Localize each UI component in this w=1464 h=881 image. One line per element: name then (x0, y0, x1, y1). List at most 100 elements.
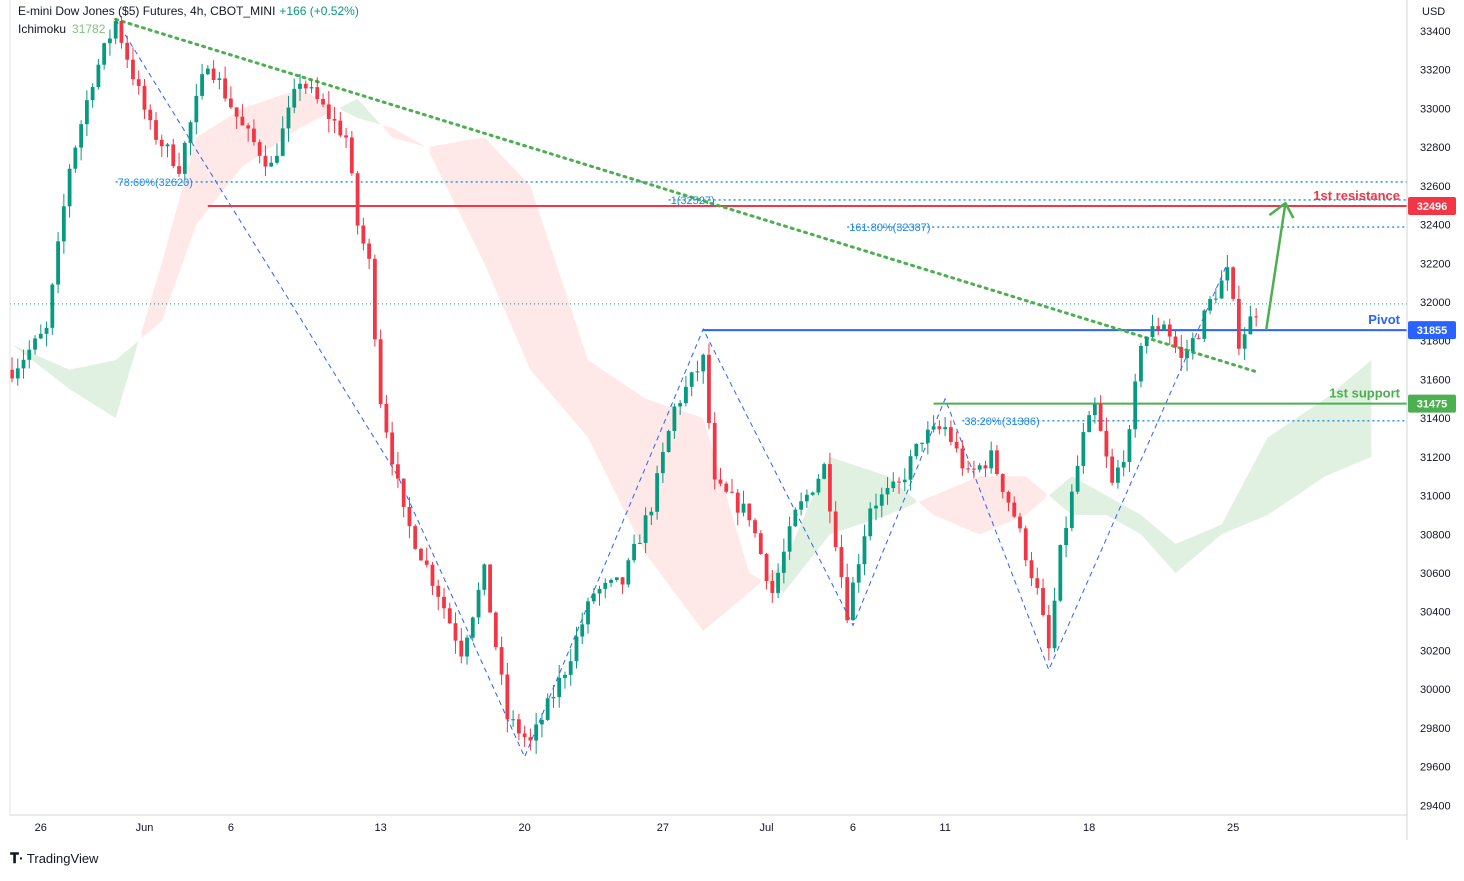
candle-body[interactable] (1213, 298, 1218, 300)
candle-body[interactable] (874, 505, 878, 509)
candle-body[interactable] (684, 386, 688, 404)
candle-body[interactable] (50, 284, 55, 328)
candle-body[interactable] (419, 548, 423, 561)
candle-body[interactable] (799, 501, 804, 510)
candle-body[interactable] (407, 506, 412, 527)
candle-body[interactable] (367, 243, 372, 259)
candle-body[interactable] (33, 338, 37, 350)
candle-body[interactable] (303, 83, 308, 89)
candle-body[interactable] (868, 508, 873, 537)
candle-body[interactable] (614, 577, 619, 580)
candle-body[interactable] (436, 585, 441, 597)
candle-body[interactable] (56, 241, 60, 285)
candle-body[interactable] (660, 452, 665, 474)
candle-body[interactable] (21, 359, 26, 369)
candle-body[interactable] (142, 85, 147, 110)
candle-body[interactable] (96, 64, 101, 88)
indicator-name[interactable]: Ichimoku (18, 22, 67, 36)
candle-body[interactable] (1167, 324, 1172, 337)
candle-body[interactable] (787, 526, 792, 552)
candle-body[interactable] (1069, 491, 1074, 528)
candle-body[interactable] (298, 83, 302, 89)
candle-body[interactable] (292, 88, 297, 108)
candle-body[interactable] (718, 479, 723, 484)
price-badge[interactable] (1408, 394, 1456, 413)
candle-body[interactable] (1202, 310, 1207, 339)
candle-body[interactable] (747, 503, 752, 521)
candle-body[interactable] (580, 624, 585, 637)
candle-body[interactable] (897, 481, 901, 483)
candle-body[interactable] (983, 465, 988, 469)
candle-body[interactable] (470, 617, 475, 638)
candle-body[interactable] (396, 464, 400, 479)
candle-body[interactable] (1058, 545, 1063, 601)
candle-body[interactable] (833, 511, 838, 548)
candle-body[interactable] (349, 137, 354, 174)
candle-body[interactable] (234, 107, 239, 117)
candle-body[interactable] (730, 491, 734, 493)
candle-body[interactable] (1075, 465, 1080, 492)
candle-body[interactable] (655, 473, 660, 512)
candle-body[interactable] (228, 98, 233, 108)
candle-body[interactable] (447, 608, 452, 624)
candle-body[interactable] (361, 225, 366, 244)
candle-body[interactable] (914, 443, 919, 457)
candle-body[interactable] (44, 327, 49, 334)
candle-body[interactable] (263, 155, 268, 167)
candle-body[interactable] (1121, 461, 1126, 468)
candle-body[interactable] (1150, 326, 1155, 338)
candle-body[interactable] (902, 479, 907, 483)
candle-body[interactable] (764, 553, 769, 581)
candle-body[interactable] (372, 258, 377, 340)
candle-body[interactable] (689, 372, 694, 387)
candle-body[interactable] (384, 403, 389, 433)
candle-body[interactable] (499, 647, 504, 675)
candle-body[interactable] (73, 147, 78, 169)
candle-body[interactable] (1110, 456, 1115, 483)
candle-body[interactable] (603, 582, 608, 589)
candle-body[interactable] (257, 142, 262, 156)
candle-body[interactable] (355, 173, 360, 226)
candle-body[interactable] (891, 481, 896, 489)
candle-body[interactable] (148, 109, 153, 121)
candle-body[interactable] (586, 601, 590, 625)
symbol-title[interactable]: E-mini Dow Jones ($5) Futures, 4h, CBOT_… (18, 4, 276, 18)
candle-body[interactable] (1018, 516, 1022, 529)
candle-body[interactable] (108, 38, 112, 44)
candle-body[interactable] (1087, 415, 1092, 433)
candle-body[interactable] (338, 120, 343, 136)
candle-body[interactable] (205, 68, 210, 75)
symbol-header[interactable]: E-mini Dow Jones ($5) Futures, 4h, CBOT_… (18, 4, 359, 18)
candle-body[interactable] (430, 564, 435, 586)
candle-body[interactable] (534, 724, 539, 741)
candle-body[interactable] (482, 564, 487, 590)
candle-body[interactable] (286, 107, 291, 129)
candle-body[interactable] (758, 533, 763, 554)
price-badge[interactable] (1408, 321, 1456, 340)
candle-body[interactable] (493, 612, 498, 648)
candle-body[interactable] (240, 116, 245, 126)
candle-body[interactable] (390, 432, 395, 465)
candle-body[interactable] (67, 168, 72, 207)
candle-body[interactable] (413, 526, 418, 549)
candle-body[interactable] (194, 95, 199, 123)
candle-body[interactable] (309, 87, 314, 89)
candle-body[interactable] (1041, 587, 1045, 616)
candle-body[interactable] (845, 577, 850, 621)
candle-body[interactable] (908, 456, 913, 480)
candle-body[interactable] (948, 427, 953, 442)
candle-body[interactable] (1029, 560, 1034, 579)
candle-body[interactable] (1156, 326, 1161, 330)
candle-body[interactable] (465, 637, 469, 657)
candle-body[interactable] (568, 661, 573, 675)
candle-body[interactable] (632, 543, 636, 561)
candle-body[interactable] (1035, 578, 1040, 588)
candle-body[interactable] (816, 478, 821, 493)
candle-body[interactable] (424, 560, 429, 565)
candle-body[interactable] (344, 135, 348, 138)
candle-body[interactable] (597, 588, 602, 594)
candle-body[interactable] (643, 515, 648, 543)
candle-body[interactable] (793, 509, 798, 527)
candle-body[interactable] (735, 492, 740, 513)
candle-body[interactable] (131, 59, 135, 80)
